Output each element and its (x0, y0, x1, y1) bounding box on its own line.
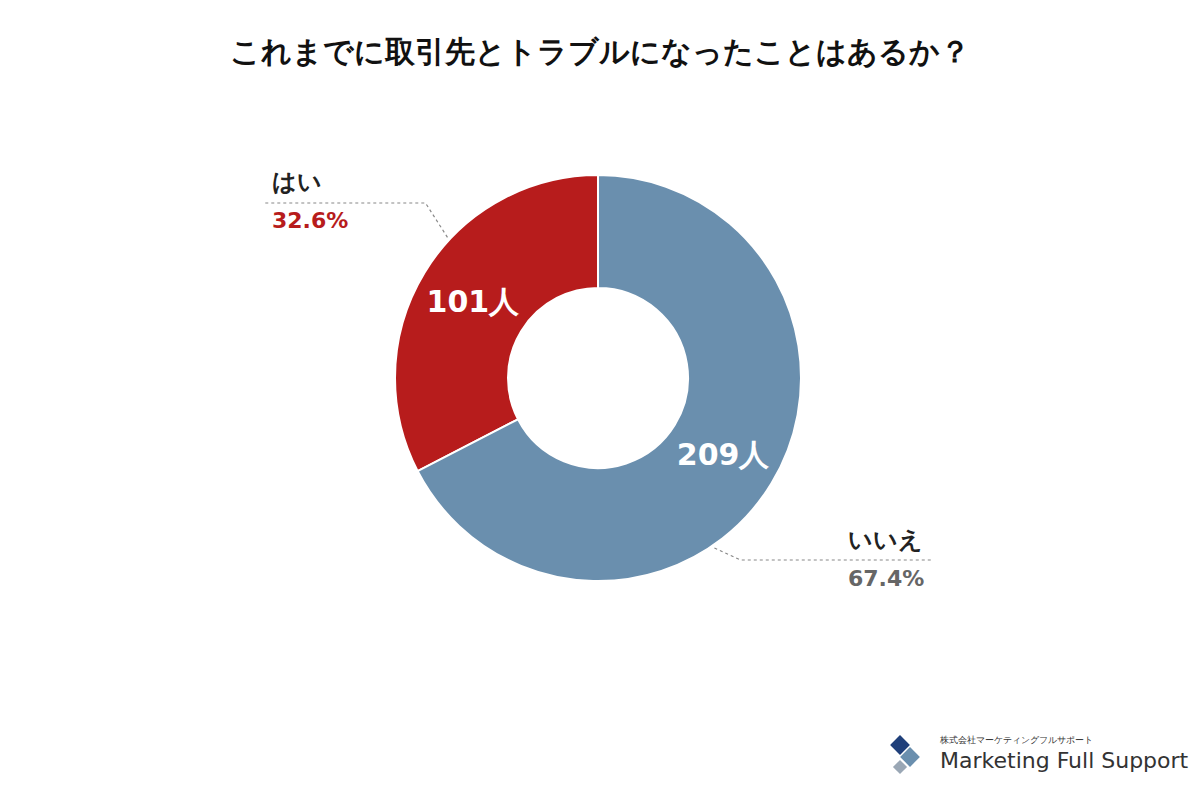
svg-text:101人: 101人 (427, 284, 521, 319)
svg-text:いいえ: いいえ (848, 526, 923, 554)
svg-text:67.4%: 67.4% (848, 566, 924, 591)
svg-text:Marketing Full Support: Marketing Full Support (940, 748, 1189, 773)
svg-text:株式会社マーケティングフルサポート: 株式会社マーケティングフルサポート (939, 735, 1093, 745)
svg-text:はい: はい (272, 168, 322, 196)
html-text:これまでに取引先とトラブルになったことはあるか？: これまでに取引先とトラブルになったことはあるか？ (230, 34, 970, 69)
svg-text:209人: 209人 (677, 437, 771, 472)
svg-text:32.6%: 32.6% (272, 208, 348, 233)
